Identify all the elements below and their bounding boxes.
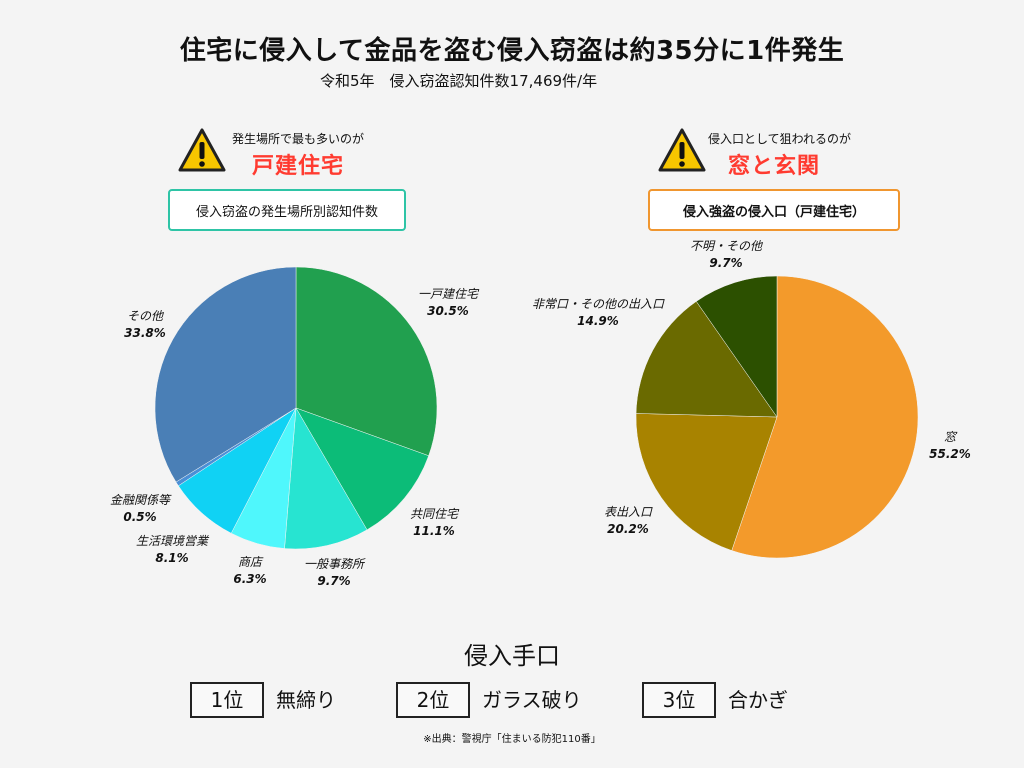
left-note-small: 発生場所で最も多いのが bbox=[232, 132, 365, 146]
pie2-label-1: 表出入口 bbox=[604, 505, 653, 519]
pie1-label-1: 共同住宅 bbox=[410, 507, 460, 521]
pie1-label-4: 生活環境営業 bbox=[136, 534, 210, 548]
pie1-label-6: その他 bbox=[127, 309, 165, 323]
pie1-slice-0 bbox=[295, 266, 438, 457]
pie1-label-0: 一戸建住宅 bbox=[418, 287, 480, 301]
rank-2-box: 2位 bbox=[396, 682, 470, 718]
pie2-value-3: 9.7% bbox=[709, 256, 742, 270]
rank-1-box: 1位 bbox=[190, 682, 264, 718]
pie1-value-6: 33.8% bbox=[124, 326, 166, 340]
pie2-label-3: 不明・その他 bbox=[690, 239, 764, 253]
right-chart-label: 侵入強盗の侵入口（戸建住宅） bbox=[648, 189, 900, 231]
pie2-slice-0 bbox=[731, 275, 919, 559]
pie1-value-1: 11.1% bbox=[413, 524, 455, 538]
pie1-slice-1 bbox=[295, 407, 429, 531]
right-note-small: 侵入口として狙われるのが bbox=[708, 132, 852, 146]
rank-2-name: ガラス破り bbox=[482, 688, 582, 712]
rank-1-name: 無締り bbox=[276, 688, 336, 712]
pie1-value-5: 0.5% bbox=[123, 510, 156, 524]
warning-icon bbox=[178, 128, 226, 172]
pie2-value-0: 55.2% bbox=[929, 447, 971, 461]
pie1-slice-4 bbox=[178, 407, 297, 534]
pie1-slice-2 bbox=[284, 407, 368, 550]
source-note: ※出典：警視庁「住まいる防犯110番」 bbox=[423, 734, 601, 745]
pie2-label-2: 非常口・その他の出入口 bbox=[532, 297, 665, 311]
methods-title: 侵入手口 bbox=[464, 642, 560, 670]
pie2-value-1: 20.2% bbox=[607, 522, 649, 536]
pie1-slice-5 bbox=[175, 407, 297, 487]
pie1-slice-6 bbox=[154, 266, 297, 483]
pie2-slice-3 bbox=[695, 275, 778, 418]
pie1-value-3: 6.3% bbox=[233, 572, 266, 586]
right-note-big: 窓と玄関 bbox=[728, 154, 821, 179]
pie2-slice-1 bbox=[635, 413, 778, 551]
rank-3-box: 3位 bbox=[642, 682, 716, 718]
pie1-value-2: 9.7% bbox=[317, 574, 350, 588]
page-subtitle: 令和5年 侵入窃盗認知件数17,469件/年 bbox=[320, 72, 598, 90]
pie1-label-3: 商店 bbox=[238, 555, 264, 569]
pie2-label-0: 窓 bbox=[944, 430, 958, 444]
pie1-label-2: 一般事務所 bbox=[304, 557, 366, 571]
warning-icon bbox=[658, 128, 706, 172]
pie1-label-5: 金融関係等 bbox=[110, 493, 172, 507]
rank-3-name: 合かぎ bbox=[728, 688, 788, 712]
pie2-value-2: 14.9% bbox=[577, 314, 619, 328]
left-chart-label: 侵入窃盗の発生場所別認知件数 bbox=[168, 189, 406, 231]
page-title: 住宅に侵入して金品を盗む侵入窃盗は約35分に1件発生 bbox=[179, 36, 845, 66]
pie1-value-4: 8.1% bbox=[155, 551, 188, 565]
pie1-value-0: 30.5% bbox=[427, 304, 469, 318]
left-note-big: 戸建住宅 bbox=[252, 154, 345, 179]
pie2-slice-2 bbox=[635, 301, 778, 418]
pie1-slice-3 bbox=[230, 407, 297, 549]
